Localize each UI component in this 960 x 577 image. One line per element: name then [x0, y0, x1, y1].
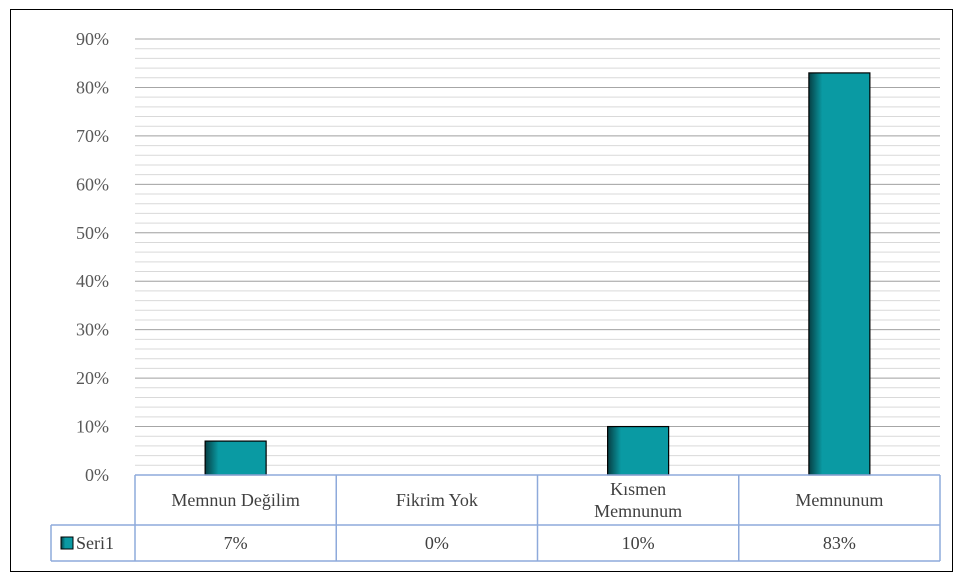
category-label: Fikrim Yok	[396, 490, 478, 510]
data-table-value: 83%	[823, 533, 856, 553]
y-tick-label: 70%	[76, 126, 109, 146]
y-tick-label: 20%	[76, 368, 109, 388]
bar	[607, 425, 670, 476]
bar-chart: 0% 10% 20% 30% 40% 50% 60% 70% 80% 90% Memnun Değ…	[50, 29, 941, 562]
data-table-value: 10%	[622, 533, 655, 553]
legend-key	[60, 536, 74, 550]
y-tick-label: 40%	[76, 271, 109, 291]
data-table-value: 7%	[224, 533, 248, 553]
category-label: Kısmen	[610, 479, 666, 499]
y-tick-label: 30%	[76, 320, 109, 340]
y-tick-label: 0%	[85, 465, 109, 485]
y-tick-label: 50%	[76, 223, 109, 243]
category-label: Memnunum	[594, 501, 682, 521]
category-label: Memnun Değilim	[171, 490, 300, 510]
y-tick-label: 80%	[76, 77, 109, 97]
y-tick-label: 10%	[76, 417, 109, 437]
bar	[808, 72, 871, 476]
data-table-value: 0%	[425, 533, 449, 553]
legend-series-name: Seri1	[76, 533, 114, 553]
bar	[204, 440, 267, 476]
y-tick-label: 90%	[76, 29, 109, 49]
y-tick-label: 60%	[76, 174, 109, 194]
chart-frame: 0% 10% 20% 30% 40% 50% 60% 70% 80% 90% Memnun Değ…	[10, 9, 953, 572]
category-label: Memnunum	[795, 490, 883, 510]
